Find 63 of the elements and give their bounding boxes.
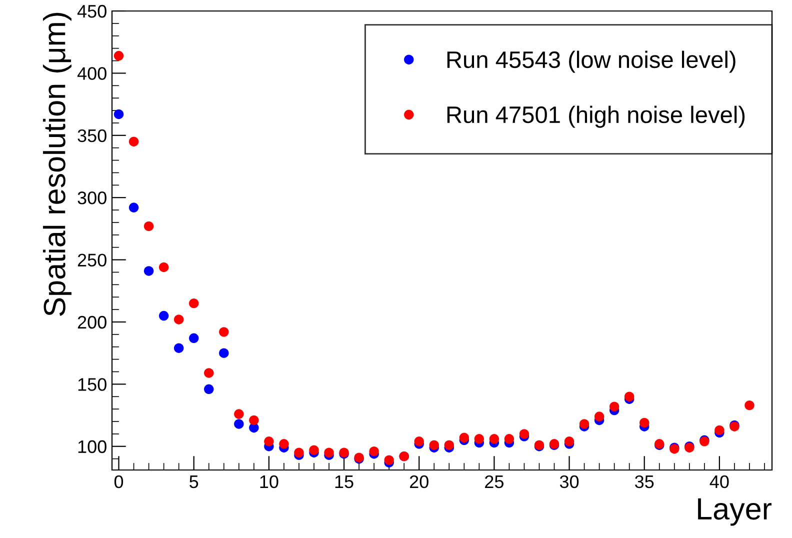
point (369, 446, 379, 456)
point (219, 348, 229, 358)
point (144, 266, 154, 276)
point (609, 402, 620, 412)
x-tick-label: 0 (114, 475, 124, 488)
y-tick-label: 200 (78, 316, 106, 329)
point (158, 262, 169, 272)
point (294, 448, 304, 458)
point (234, 409, 244, 419)
point (519, 429, 530, 439)
point (504, 434, 514, 444)
y-tick-label: 100 (78, 440, 106, 454)
point (158, 310, 169, 321)
point (234, 419, 244, 429)
y-tick-label: 250 (78, 254, 106, 266)
point (219, 327, 229, 337)
y-tick-label: 450 (77, 4, 106, 18)
point (128, 202, 139, 212)
x-tick-label: 30 (560, 475, 579, 488)
point (204, 368, 214, 378)
point (309, 445, 319, 455)
point (188, 298, 199, 308)
y-tick-label: 150 (78, 378, 106, 391)
x-axis-title: Layer (698, 498, 772, 526)
point (279, 439, 289, 449)
point (564, 436, 574, 446)
point (384, 455, 394, 465)
point (429, 440, 439, 450)
y-tick-label: 350 (78, 129, 106, 142)
point (204, 384, 214, 394)
point (144, 221, 154, 232)
x-tick-label: 35 (635, 475, 654, 488)
x-tick-label: 5 (190, 476, 198, 488)
x-tick-label: 10 (260, 475, 278, 488)
x-tick-label: 20 (410, 475, 428, 488)
y-tick-label: 300 (78, 192, 106, 204)
point (114, 50, 124, 61)
y-tick-label: 400 (77, 67, 106, 80)
point (744, 400, 754, 410)
y-axis-title: Spatial resolution (μm) (42, 12, 72, 316)
point (264, 436, 274, 446)
point (414, 436, 424, 446)
point (249, 415, 259, 426)
point (174, 314, 184, 324)
point (714, 425, 724, 436)
point (174, 343, 184, 353)
x-tick-label: 40 (710, 475, 729, 488)
point (128, 136, 139, 146)
point (459, 432, 470, 443)
x-tick-label: 25 (485, 475, 504, 488)
x-tick-label: 15 (335, 476, 354, 488)
point (444, 440, 454, 450)
legend-label: Run 47501 (high noise level) (447, 106, 745, 128)
point (489, 434, 500, 444)
point (639, 418, 650, 428)
legend-label: Run 45543 (low noise level) (447, 50, 736, 73)
point (594, 412, 604, 422)
point (188, 333, 199, 344)
point (624, 392, 634, 402)
point (579, 419, 590, 429)
point (114, 109, 124, 120)
point (474, 434, 484, 444)
point (324, 448, 334, 458)
